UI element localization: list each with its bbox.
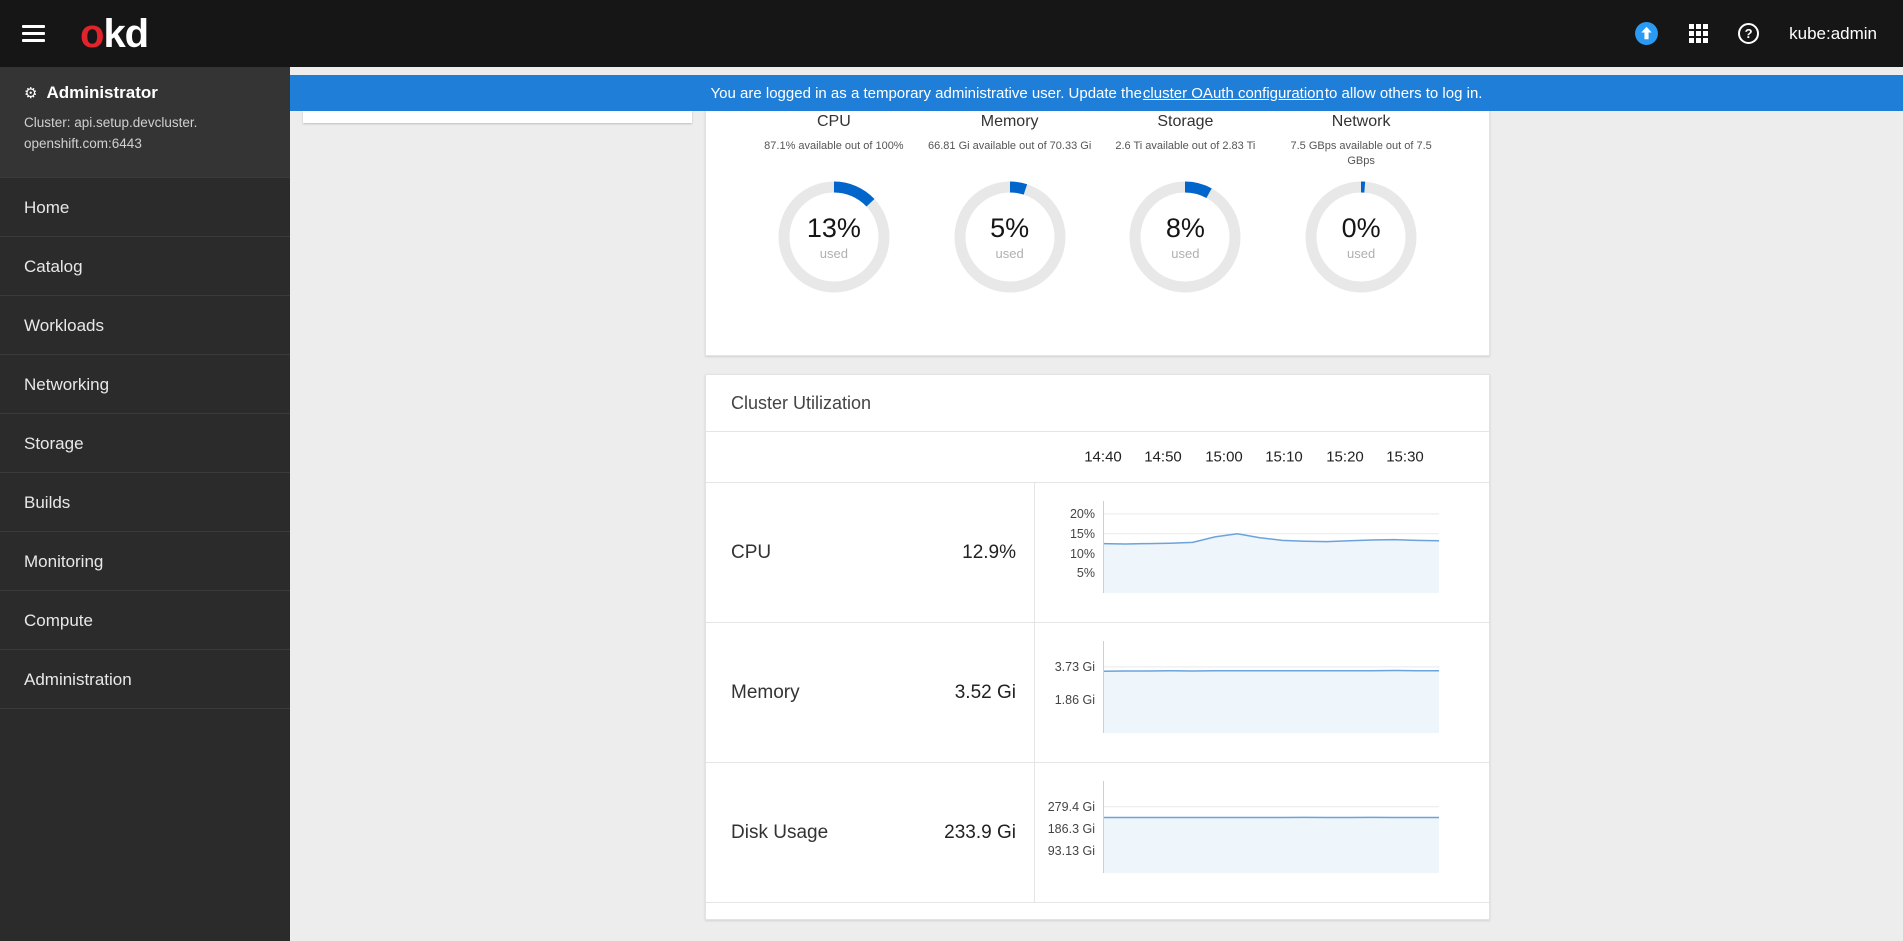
sidebar-item-workloads[interactable]: Workloads	[0, 295, 290, 354]
sidebar-item-networking[interactable]: Networking	[0, 354, 290, 413]
logo-letter-red: o	[80, 11, 104, 56]
sidebar: ⚙ Administrator Cluster: api.setup.devcl…	[0, 67, 290, 941]
row-current-value: 12.9%	[962, 541, 1016, 563]
sidebar-item-storage[interactable]: Storage	[0, 413, 290, 472]
row-label: Memory	[731, 681, 800, 703]
time-axis-label: 14:40	[1084, 448, 1122, 466]
donut-used-label: used	[995, 246, 1024, 261]
health-metric-cpu: CPU 87.1% available out of 100% 13% used	[746, 111, 922, 355]
donut-percent: 8%	[1165, 213, 1205, 243]
sidebar-item-administration[interactable]: Administration	[0, 649, 290, 708]
time-axis-label: 15:10	[1265, 448, 1303, 466]
metric-availability: 2.6 Ti available out of 2.83 Ti	[1115, 140, 1256, 152]
health-metric-storage: Storage 2.6 Ti available out of 2.83 Ti …	[1098, 111, 1274, 355]
sidebar-item-builds[interactable]: Builds	[0, 472, 290, 531]
sidebar-nav: Home Catalog Workloads Networking Storag…	[0, 177, 290, 709]
time-axis-label: 14:50	[1144, 448, 1182, 466]
logo-letters-light: kd	[103, 11, 149, 56]
perspective-label: Administrator	[46, 83, 158, 102]
time-axis-label: 15:00	[1205, 448, 1243, 466]
arrow-up-circle-icon	[1635, 22, 1659, 45]
utilization-row-disk: Disk Usage 233.9 Gi 279.4 Gi 186.3 Gi 93.1…	[706, 763, 1489, 903]
login-notice-banner: You are logged in as a temporary adminis…	[290, 75, 1903, 111]
y-axis-labels: 279.4 Gi 186.3 Gi 93.13 Gi	[1047, 799, 1095, 858]
metric-availability: 7.5 GBps available out of 7.5 GBps	[1290, 140, 1432, 167]
app-launcher-button[interactable]	[1689, 24, 1709, 43]
cluster-address: Cluster: api.setup.devcluster. openshift…	[24, 115, 198, 151]
user-menu[interactable]: kube:admin	[1789, 23, 1877, 43]
sidebar-item-home[interactable]: Home	[0, 177, 290, 236]
masthead: okd ? kube:admin	[0, 0, 1903, 67]
cpu-donut-chart: 13% used	[774, 177, 894, 297]
sidebar-item-catalog[interactable]: Catalog	[0, 236, 290, 295]
row-label: CPU	[731, 541, 772, 563]
time-axis-label: 15:30	[1386, 448, 1424, 466]
memory-donut-chart: 5% used	[950, 177, 1070, 297]
health-metric-memory: Memory 66.81 Gi available out of 70.33 G…	[922, 111, 1098, 355]
donut-percent: 0%	[1341, 213, 1381, 243]
question-circle-icon: ?	[1738, 23, 1760, 44]
donut-percent: 5%	[990, 213, 1030, 243]
masthead-toolbar: ? kube:admin	[1634, 21, 1903, 46]
y-axis-labels: 20% 15% 10% 5%	[1069, 506, 1095, 581]
metric-title: Memory	[980, 113, 1039, 130]
health-metric-network: Network 7.5 GBps available out of 7.5 GB…	[1273, 111, 1449, 355]
time-axis: 14:40 14:50 15:00 15:10 15:20 15:30	[706, 432, 1489, 483]
gear-icon: ⚙	[24, 85, 38, 102]
donut-used-label: used	[1347, 246, 1376, 261]
time-axis-label: 15:20	[1326, 448, 1364, 466]
storage-donut-chart: 8% used	[1125, 177, 1245, 297]
metric-availability: 87.1% available out of 100%	[764, 140, 904, 152]
utilization-row-memory: Memory 3.52 Gi 3.73 Gi 1.86 Gi	[706, 623, 1489, 763]
sidebar-item-monitoring[interactable]: Monitoring	[0, 531, 290, 590]
help-button[interactable]: ?	[1738, 23, 1760, 44]
donut-used-label: used	[1171, 246, 1200, 261]
cpu-sparkline-chart	[1102, 483, 1440, 628]
dashboard-content: You are logged in as a temporary adminis…	[290, 67, 1903, 941]
utilization-row-cpu: CPU 12.9% 20% 15% 10% 5%	[706, 483, 1489, 623]
disk-sparkline-chart	[1103, 763, 1439, 908]
row-label: Disk Usage	[731, 821, 829, 843]
sidebar-item-compute[interactable]: Compute	[0, 590, 290, 649]
metric-title: CPU	[816, 113, 851, 130]
card-title: Cluster Utilization	[706, 375, 1489, 432]
network-donut-chart: 0% used	[1301, 177, 1421, 297]
cluster-health-card: CPU 87.1% available out of 100% 13% used…	[705, 111, 1490, 356]
menu-toggle-button[interactable]	[22, 21, 50, 46]
grid-icon	[1689, 24, 1709, 43]
metric-title: Storage	[1157, 113, 1214, 130]
donut-used-label: used	[819, 246, 848, 261]
row-current-value: 233.9 Gi	[944, 821, 1016, 843]
perspective-switcher[interactable]: ⚙ Administrator Cluster: api.setup.devcl…	[0, 67, 290, 177]
update-available-button[interactable]	[1634, 21, 1659, 46]
memory-sparkline-chart	[1102, 623, 1439, 768]
hamburger-icon	[22, 25, 45, 28]
oauth-config-link[interactable]: cluster OAuth configuration	[1142, 84, 1324, 102]
cluster-utilization-card: Cluster Utilization 14:40 14:50 15:00 15…	[705, 374, 1490, 920]
metric-availability: 66.81 Gi available out of 70.33 Gi	[927, 140, 1092, 152]
metric-title: Network	[1331, 113, 1391, 130]
partially-scrolled-card	[303, 111, 692, 123]
row-current-value: 3.52 Gi	[954, 681, 1016, 703]
banner-text: You are logged in as a temporary adminis…	[710, 84, 1142, 102]
okd-logo[interactable]: okd	[80, 11, 149, 56]
y-axis-labels: 3.73 Gi 1.86 Gi	[1054, 659, 1095, 708]
donut-percent: 13%	[806, 213, 861, 243]
